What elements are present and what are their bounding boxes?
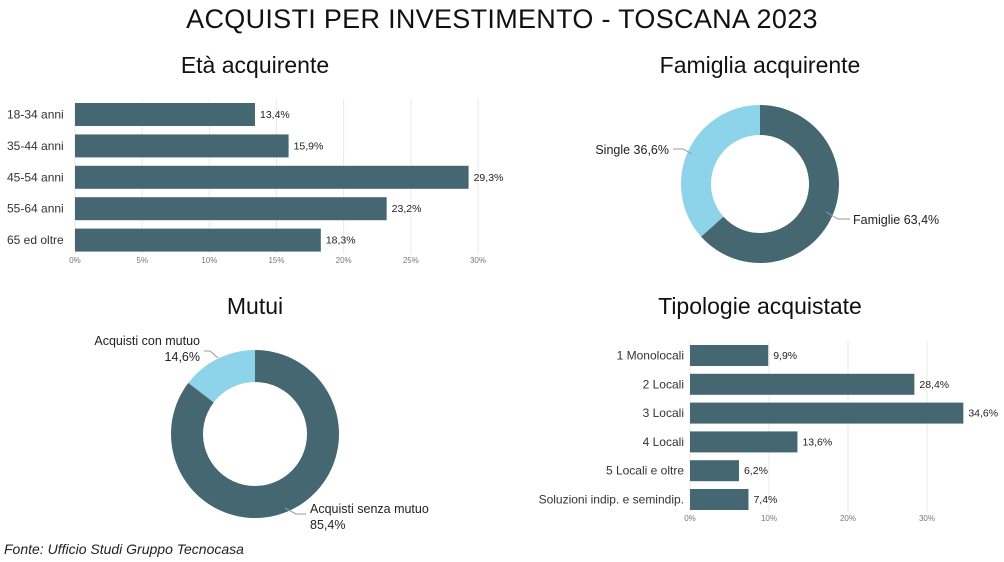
mutui-slice [171,350,340,518]
source-note: Fonte: Ufficio Studi Gruppo Tecnocasa [4,541,244,557]
eta-category-label: 65 ed oltre [7,233,64,247]
famiglia-slice [701,105,840,263]
tipologie-category-label: 5 Locali e oltre [606,464,684,478]
eta-bar [75,228,321,252]
mutui-slice-label: 85,4% [310,518,345,532]
tipologie-data-label: 6,2% [744,465,768,477]
tipologie-tick-label: 10% [761,514,777,523]
mutui-slice-label: Acquisti con mutuo [94,334,200,348]
tipologie-category-label: Soluzioni indip. e semindip. [539,493,684,507]
mutui-slice-label: 14,6% [165,350,200,364]
eta-data-label: 29,3% [474,172,504,184]
eta-tick-label: 10% [201,256,217,265]
famiglia-leader-line [825,211,850,220]
eta-category-label: 45-54 anni [7,170,64,184]
famiglia-slice-label: Famiglie 63,4% [853,213,939,227]
famiglia-slice [681,105,760,237]
tipologie-tick-label: 0% [684,514,696,523]
eta-data-label: 18,3% [326,235,356,247]
eta-bar [75,165,469,189]
eta-data-label: 23,2% [392,203,422,215]
famiglia-leader-line [673,148,693,155]
tipologie-bar [690,345,769,366]
page-title: ACQUISTI PER INVESTIMENTO - TOSCANA 2023 [186,4,818,34]
chart-title-tipologie: Tipologie acquistate [658,293,862,319]
chart-title-eta: Età acquirente [180,52,330,78]
tipologie-bar [690,489,749,510]
tipologie-category-label: 2 Locali [643,377,684,391]
tipologie-tick-label: 20% [840,514,856,523]
tipologie-data-label: 9,9% [773,350,797,362]
tipologie-data-label: 34,6% [968,408,998,420]
tipologie-bar [690,431,798,453]
eta-category-label: 35-44 anni [7,139,64,153]
eta-tick-label: 20% [336,256,352,265]
eta-tick-label: 25% [403,256,419,265]
tipologie-data-label: 28,4% [919,379,949,391]
tipologie-data-label: 7,4% [753,494,777,506]
tipologie-category-label: 1 Monolocali [617,349,684,363]
tipologie-tick-label: 30% [919,514,935,523]
tipologie-bar [690,460,739,482]
eta-category-label: 18-34 anni [7,108,64,122]
tipologie-category-label: 4 Locali [643,435,684,449]
eta-data-label: 15,9% [294,140,324,152]
eta-tick-label: 15% [268,256,284,265]
mutui-leader-line [204,350,219,359]
famiglia-slice-label: Single 36,6% [595,143,669,157]
eta-bar [75,197,387,221]
tipologie-bar [690,402,964,424]
chart-title-mutui: Mutui [226,293,284,319]
tipologie-bar [690,373,915,395]
mutui-slice-label: Acquisti senza mutuo [310,502,429,516]
mutui-slice [188,350,255,403]
tipologie-category-label: 3 Locali [643,406,684,420]
tipologie-data-label: 13,6% [802,436,832,448]
eta-bar [75,103,256,126]
eta-category-label: 55-64 anni [7,202,64,216]
mutui-leader-line [284,507,306,515]
eta-bar [75,134,289,158]
eta-data-label: 13,4% [260,109,290,121]
eta-tick-label: 30% [470,256,486,265]
eta-tick-label: 5% [136,256,148,265]
eta-tick-label: 0% [69,256,81,265]
chart-title-famiglia: Famiglia acquirente [659,52,861,78]
